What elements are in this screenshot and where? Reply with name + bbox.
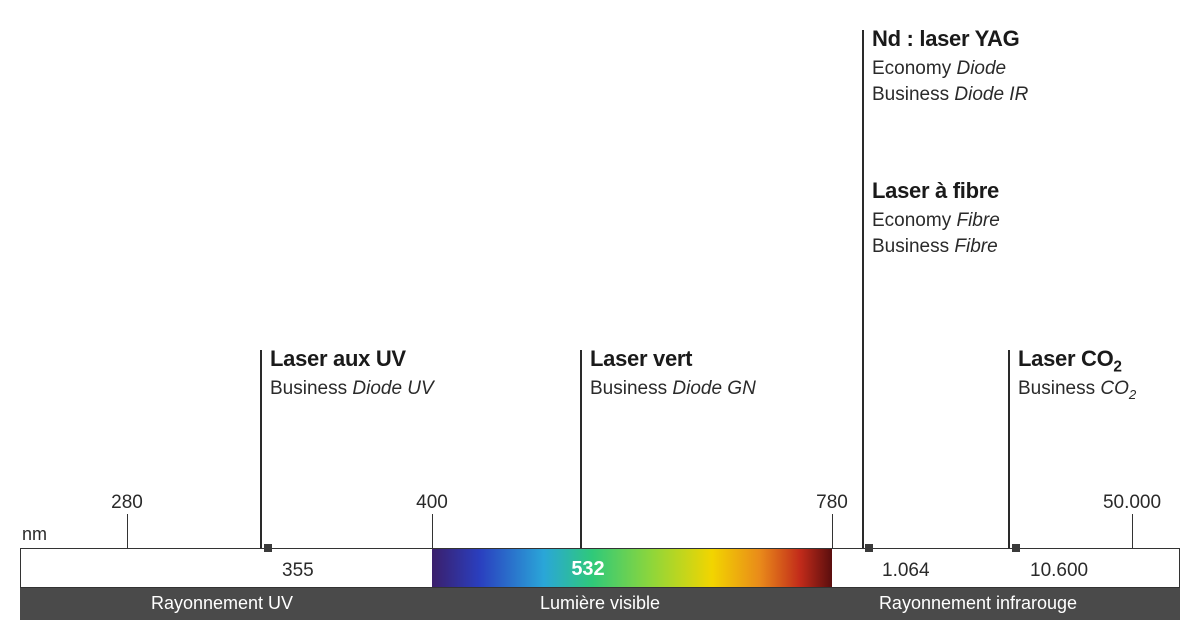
laser-subline: Economy Diode xyxy=(872,58,1006,80)
laser-subline: Business Diode GN xyxy=(590,378,756,400)
laser-title: Nd : laser YAG xyxy=(872,26,1019,52)
tick-label: 780 xyxy=(816,492,848,514)
tick-label: 400 xyxy=(416,492,448,514)
laser-wavelength-diagram: Rayonnement UV Lumière visible Rayonneme… xyxy=(0,0,1200,640)
wavelength-value: 10.600 xyxy=(1030,560,1088,582)
laser-title: Laser vert xyxy=(590,346,692,372)
laser-title: Laser CO2 xyxy=(1018,346,1122,376)
tick-line xyxy=(1132,514,1133,548)
wavelength-marker xyxy=(264,544,272,552)
callout-line xyxy=(260,350,262,548)
band-label-uv: Rayonnement UV xyxy=(0,593,444,614)
laser-subline: Business Diode IR xyxy=(872,84,1028,106)
band-label-ir: Rayonnement infrarouge xyxy=(756,593,1200,614)
laser-subline: Economy Fibre xyxy=(872,210,1000,232)
laser-subline: Business CO2 xyxy=(1018,378,1136,402)
visible-light-gradient xyxy=(432,549,832,587)
callout-line xyxy=(1008,350,1010,548)
laser-title: Laser à fibre xyxy=(872,178,999,204)
callout-line xyxy=(862,30,864,548)
callout-line xyxy=(580,350,582,548)
tick-line xyxy=(832,514,833,548)
laser-subline: Business Fibre xyxy=(872,236,998,258)
tick-line xyxy=(432,514,433,548)
wavelength-value: 355 xyxy=(282,560,314,582)
tick-label: 280 xyxy=(111,492,143,514)
wavelength-marker xyxy=(1012,544,1020,552)
wavelength-marker xyxy=(865,544,873,552)
tick-line xyxy=(127,514,128,548)
wavelength-value-center: 532 xyxy=(571,558,604,581)
laser-subline: Business Diode UV xyxy=(270,378,434,400)
wavelength-value: 1.064 xyxy=(882,560,930,582)
laser-title: Laser aux UV xyxy=(270,346,406,372)
nm-unit-label: nm xyxy=(22,524,47,545)
band-label-visible: Lumière visible xyxy=(444,593,756,614)
tick-label: 50.000 xyxy=(1103,492,1161,514)
